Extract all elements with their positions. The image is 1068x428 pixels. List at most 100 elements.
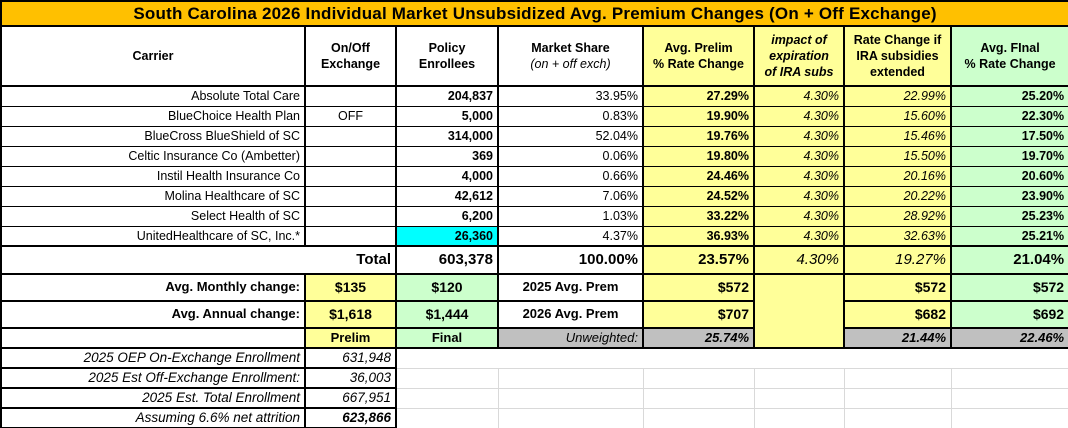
basis-blank-cell[interactable] <box>0 327 306 349</box>
empty-grid-cell[interactable] <box>843 407 952 428</box>
empty-grid-cell[interactable] <box>395 367 499 389</box>
total-label[interactable]: Total <box>0 245 397 275</box>
avg-prem-2026-label[interactable]: 2026 Avg. Prem <box>497 300 644 329</box>
unweighted-label[interactable]: Unweighted: <box>497 327 644 349</box>
col-header-market-share[interactable]: Market Share (on + off exch) <box>497 25 644 87</box>
exchange-cell[interactable] <box>304 165 397 187</box>
empty-grid-cell[interactable] <box>497 387 644 409</box>
market-share-cell[interactable]: 0.66% <box>497 165 644 187</box>
market-share-cell[interactable]: 4.37% <box>497 225 644 247</box>
exchange-cell[interactable] <box>304 225 397 247</box>
final-rate-cell[interactable]: 25.21% <box>949 225 1068 247</box>
ira-impact-cell[interactable]: 4.30% <box>753 125 845 147</box>
prelim-rate-cell[interactable]: 33.22% <box>642 205 755 227</box>
ira-impact-cell[interactable]: 4.30% <box>753 105 845 127</box>
final-column-tag[interactable]: Final <box>395 327 499 349</box>
total-enrollment-label[interactable]: 2025 Est. Total Enrollment <box>0 387 306 409</box>
off-exchange-label[interactable]: 2025 Est Off-Exchange Enrollment: <box>0 367 306 389</box>
rate-if-extended-cell[interactable]: 15.60% <box>843 105 952 127</box>
empty-grid-cell[interactable] <box>950 407 1068 428</box>
empty-grid-cell[interactable] <box>642 407 755 428</box>
empty-grid-cell[interactable] <box>950 367 1068 389</box>
empty-grid-cell[interactable] <box>642 367 755 389</box>
rate-if-extended-cell[interactable]: 28.92% <box>843 205 952 227</box>
oep-on-exchange-value[interactable]: 631,948 <box>304 347 397 369</box>
total-enrollment-value[interactable]: 667,951 <box>304 387 397 409</box>
rate-if-extended-cell[interactable]: 22.99% <box>843 85 952 107</box>
avg-prem-2026-prelim[interactable]: $707 <box>642 300 755 329</box>
total-enrollees[interactable]: 603,378 <box>395 245 499 275</box>
col-header-avg-final[interactable]: Avg. FInal % Rate Change <box>949 25 1068 87</box>
ira-impact-blank-cell[interactable] <box>753 273 845 349</box>
market-share-cell[interactable]: 0.06% <box>497 145 644 167</box>
attrition-label[interactable]: Assuming 6.6% net attrition <box>0 407 306 428</box>
carrier-cell[interactable]: Absolute Total Care <box>0 85 306 107</box>
col-header-avg-prelim[interactable]: Avg. Prelim % Rate Change <box>642 25 755 87</box>
monthly-change-label[interactable]: Avg. Monthly change: <box>0 273 306 302</box>
empty-grid-cell[interactable] <box>843 367 952 389</box>
total-ira-impact[interactable]: 4.30% <box>753 245 845 275</box>
col-header-ira-impact[interactable]: impact of expiration of IRA subs <box>753 25 845 87</box>
avg-prem-2025-label[interactable]: 2025 Avg. Prem <box>497 273 644 302</box>
exchange-cell[interactable] <box>304 185 397 207</box>
ira-impact-cell[interactable]: 4.30% <box>753 85 845 107</box>
empty-grid-cell[interactable] <box>395 387 499 409</box>
empty-grid-cell[interactable] <box>395 407 499 428</box>
monthly-change-final[interactable]: $120 <box>395 273 499 302</box>
empty-grid-cell[interactable] <box>950 387 1068 409</box>
rate-if-extended-cell[interactable]: 15.50% <box>843 145 952 167</box>
unweighted-final[interactable]: 22.46% <box>949 327 1068 349</box>
enrollees-cell[interactable]: 42,612 <box>395 185 499 207</box>
total-final-rate[interactable]: 21.04% <box>949 245 1068 275</box>
prelim-rate-cell[interactable]: 36.93% <box>642 225 755 247</box>
rate-if-extended-cell[interactable]: 20.16% <box>843 165 952 187</box>
market-share-cell[interactable]: 7.06% <box>497 185 644 207</box>
exchange-cell[interactable] <box>304 205 397 227</box>
empty-grid-cell[interactable] <box>753 407 845 428</box>
total-rate-if-extended[interactable]: 19.27% <box>843 245 952 275</box>
prelim-rate-cell[interactable]: 19.90% <box>642 105 755 127</box>
oep-on-exchange-label[interactable]: 2025 OEP On-Exchange Enrollment <box>0 347 306 369</box>
annual-change-label[interactable]: Avg. Annual change: <box>0 300 306 329</box>
exchange-cell[interactable] <box>304 85 397 107</box>
prelim-rate-cell[interactable]: 24.46% <box>642 165 755 187</box>
enrollees-cell[interactable]: 4,000 <box>395 165 499 187</box>
col-header-policy-enrollees[interactable]: Policy Enrollees <box>395 25 499 87</box>
empty-grid-cell[interactable] <box>753 367 845 389</box>
prelim-rate-cell[interactable]: 19.80% <box>642 145 755 167</box>
enrollees-cell[interactable]: 369 <box>395 145 499 167</box>
carrier-cell[interactable]: Celtic Insurance Co (Ambetter) <box>0 145 306 167</box>
total-prelim-rate[interactable]: 23.57% <box>642 245 755 275</box>
enrollees-cell[interactable]: 204,837 <box>395 85 499 107</box>
exchange-cell[interactable] <box>304 125 397 147</box>
carrier-cell[interactable]: Molina Healthcare of SC <box>0 185 306 207</box>
final-rate-cell[interactable]: 17.50% <box>949 125 1068 147</box>
annual-change-final[interactable]: $1,444 <box>395 300 499 329</box>
exchange-cell[interactable] <box>304 145 397 167</box>
empty-grid-cell[interactable] <box>753 387 845 409</box>
carrier-cell[interactable]: UnitedHealthcare of SC, Inc.* <box>0 225 306 247</box>
empty-grid-cell[interactable] <box>843 387 952 409</box>
prelim-rate-cell[interactable]: 19.76% <box>642 125 755 147</box>
empty-grid-cell[interactable] <box>497 407 644 428</box>
col-header-rate-if-extended[interactable]: Rate Change if IRA subsidies extended <box>843 25 952 87</box>
attrition-value[interactable]: 623,866 <box>304 407 397 428</box>
final-rate-cell[interactable]: 25.23% <box>949 205 1068 227</box>
ira-impact-cell[interactable]: 4.30% <box>753 185 845 207</box>
prelim-column-tag[interactable]: Prelim <box>304 327 397 349</box>
annual-change-prelim[interactable]: $1,618 <box>304 300 397 329</box>
carrier-cell[interactable]: BlueCross BlueShield of SC <box>0 125 306 147</box>
enrollees-cell[interactable]: 5,000 <box>395 105 499 127</box>
unweighted-prelim[interactable]: 25.74% <box>642 327 755 349</box>
rate-if-extended-cell[interactable]: 15.46% <box>843 125 952 147</box>
final-rate-cell[interactable]: 19.70% <box>949 145 1068 167</box>
avg-prem-2025-extended[interactable]: $572 <box>843 273 952 302</box>
empty-grid-cell[interactable] <box>497 367 644 389</box>
prelim-rate-cell[interactable]: 24.52% <box>642 185 755 207</box>
final-rate-cell[interactable]: 20.60% <box>949 165 1068 187</box>
avg-prem-2026-extended[interactable]: $682 <box>843 300 952 329</box>
unweighted-extended[interactable]: 21.44% <box>843 327 952 349</box>
final-rate-cell[interactable]: 22.30% <box>949 105 1068 127</box>
enrollees-cell-highlighted[interactable]: 26,360 <box>395 225 499 247</box>
avg-prem-2026-final[interactable]: $692 <box>949 300 1068 329</box>
